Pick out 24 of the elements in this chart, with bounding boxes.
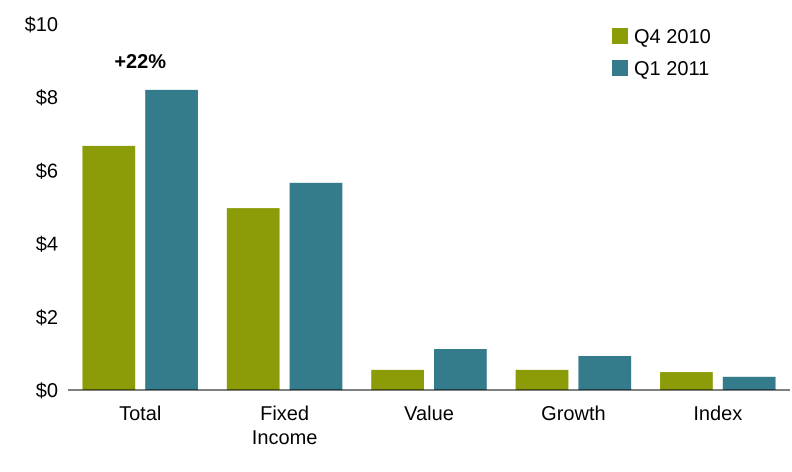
bar: [660, 372, 713, 390]
y-tick-label: $2: [36, 306, 58, 329]
y-tick-label: $10: [24, 14, 58, 36]
y-tick-label: $0: [36, 380, 58, 402]
bar: [226, 208, 280, 390]
bar: [722, 376, 776, 390]
annotation: +22%: [114, 51, 166, 73]
x-tick-label: Value: [404, 403, 454, 425]
bar: [578, 356, 632, 390]
bar: [434, 349, 487, 390]
legend-label: Q4 2010: [634, 26, 711, 48]
x-tick-label: Growth: [541, 403, 606, 425]
x-tick-label: Index: [693, 403, 742, 425]
x-tick-label: Total: [119, 403, 162, 425]
bar: [371, 370, 424, 390]
bar: [145, 90, 198, 390]
x-tick-label: Fixed Income: [252, 403, 318, 449]
y-tick-label: $6: [36, 160, 58, 182]
bar: [290, 182, 342, 390]
legend-label: Q1 2011: [634, 58, 710, 80]
y-tick-label: $8: [36, 87, 58, 110]
bar: [82, 146, 136, 390]
y-tick-label: $4: [36, 234, 58, 256]
bar: [516, 370, 568, 390]
